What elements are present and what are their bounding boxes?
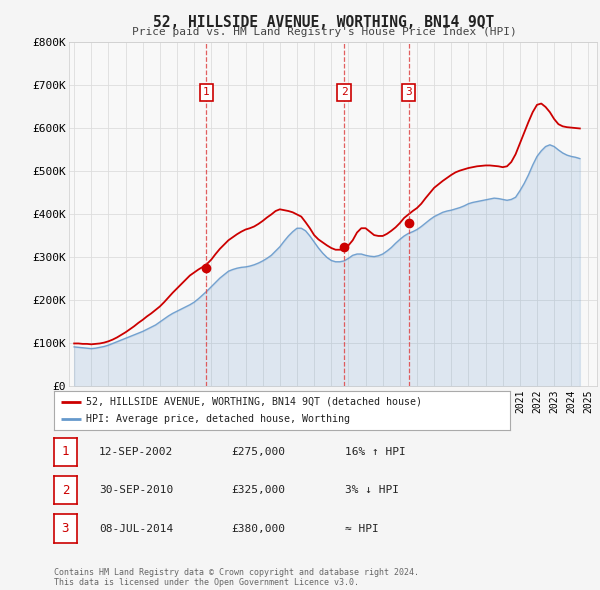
Text: 1: 1 (62, 445, 69, 458)
Text: £380,000: £380,000 (231, 524, 285, 533)
Text: HPI: Average price, detached house, Worthing: HPI: Average price, detached house, Wort… (86, 414, 350, 424)
Text: Contains HM Land Registry data © Crown copyright and database right 2024.
This d: Contains HM Land Registry data © Crown c… (54, 568, 419, 587)
Text: 3: 3 (62, 522, 69, 535)
Text: 2: 2 (62, 484, 69, 497)
Text: 1: 1 (203, 87, 209, 97)
Text: 3% ↓ HPI: 3% ↓ HPI (345, 486, 399, 495)
Text: ≈ HPI: ≈ HPI (345, 524, 379, 533)
Text: £325,000: £325,000 (231, 486, 285, 495)
Text: 12-SEP-2002: 12-SEP-2002 (99, 447, 173, 457)
Text: Price paid vs. HM Land Registry's House Price Index (HPI): Price paid vs. HM Land Registry's House … (131, 27, 517, 37)
Text: 08-JUL-2014: 08-JUL-2014 (99, 524, 173, 533)
Text: 16% ↑ HPI: 16% ↑ HPI (345, 447, 406, 457)
Text: 52, HILLSIDE AVENUE, WORTHING, BN14 9QT: 52, HILLSIDE AVENUE, WORTHING, BN14 9QT (154, 15, 494, 30)
Text: 52, HILLSIDE AVENUE, WORTHING, BN14 9QT (detached house): 52, HILLSIDE AVENUE, WORTHING, BN14 9QT … (86, 396, 422, 407)
Text: 2: 2 (341, 87, 347, 97)
Text: 3: 3 (406, 87, 412, 97)
Text: 30-SEP-2010: 30-SEP-2010 (99, 486, 173, 495)
Text: £275,000: £275,000 (231, 447, 285, 457)
